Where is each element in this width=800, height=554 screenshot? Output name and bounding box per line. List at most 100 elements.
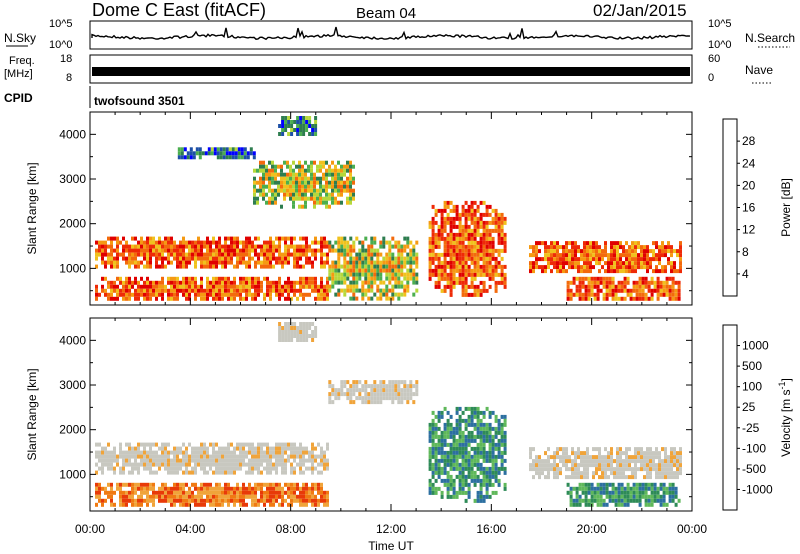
- heatmap-cell: [586, 261, 589, 266]
- heatmap-cell: [538, 257, 541, 262]
- heatmap-cell: [236, 462, 239, 467]
- heatmap-cell: [440, 446, 444, 451]
- heatmap-cell: [284, 482, 287, 487]
- heatmap-cell: [98, 442, 101, 447]
- heatmap-cell: [104, 462, 107, 467]
- heatmap-cell: [331, 196, 334, 201]
- heatmap-cell: [143, 486, 146, 491]
- heatmap-cell: [233, 236, 236, 241]
- heatmap-cell: [314, 120, 318, 124]
- heatmap-cell: [254, 296, 257, 301]
- heatmap-cell: [572, 276, 576, 281]
- heatmap-cell: [494, 260, 498, 265]
- heatmap-cell: [437, 486, 441, 491]
- heatmap-cell: [233, 446, 236, 451]
- heatmap-cell: [346, 200, 349, 205]
- heatmap-cell: [599, 494, 603, 499]
- heatmap-cell: [227, 288, 230, 293]
- heatmap-cell: [640, 249, 643, 254]
- heatmap-cell: [643, 253, 646, 258]
- heatmap-cell: [173, 470, 176, 475]
- heatmap-cell: [257, 236, 260, 241]
- heatmap-cell: [431, 422, 435, 427]
- y-tick-label: 1000: [59, 467, 86, 481]
- heatmap-cell: [553, 471, 556, 476]
- heatmap-cell: [212, 264, 215, 269]
- heatmap-cell: [667, 467, 670, 472]
- heatmap-cell: [556, 261, 559, 266]
- heatmap-cell: [613, 459, 616, 464]
- heatmap-cell: [221, 296, 224, 301]
- heatmap-cell: [458, 482, 462, 487]
- heatmap-cell: [128, 442, 131, 447]
- heatmap-cell: [602, 486, 606, 491]
- heatmap-cell: [289, 172, 292, 177]
- heatmap-cell: [289, 168, 292, 173]
- heatmap-cell: [431, 454, 435, 459]
- heatmap-cell: [278, 244, 281, 249]
- heatmap-cell: [185, 292, 188, 297]
- heatmap-cell: [194, 260, 197, 265]
- heatmap-cell: [278, 256, 281, 261]
- heatmap-cell: [182, 276, 185, 281]
- heatmap-cell: [239, 486, 242, 491]
- heatmap-cell: [379, 400, 383, 405]
- heatmap-cell: [349, 264, 353, 269]
- heatmap-cell: [161, 450, 164, 455]
- heatmap-cell: [164, 236, 167, 241]
- heatmap-cell: [155, 256, 158, 261]
- heatmap-cell: [491, 220, 495, 225]
- heatmap-cell: [370, 384, 374, 389]
- heatmap-cell: [143, 288, 146, 293]
- heatmap-cell: [574, 471, 577, 476]
- heatmap-cell: [625, 241, 628, 246]
- heatmap-cell: [461, 442, 465, 447]
- heatmap-cell: [164, 466, 167, 471]
- heatmap-cell: [391, 292, 395, 297]
- heatmap-cell: [397, 244, 401, 249]
- heatmap-cell: [400, 388, 404, 393]
- heatmap-cell: [170, 458, 173, 463]
- heatmap-cell: [293, 330, 297, 334]
- heatmap-cell: [152, 490, 155, 495]
- heatmap-cell: [443, 208, 447, 213]
- heatmap-cell: [224, 482, 227, 487]
- heatmap-cell: [452, 454, 456, 459]
- heatmap-cell: [601, 467, 604, 472]
- heatmap-cell: [203, 490, 206, 495]
- heatmap-cell: [305, 466, 308, 471]
- heatmap-cell: [191, 284, 194, 289]
- heatmap-cell: [305, 322, 309, 326]
- heatmap-cell: [358, 260, 362, 265]
- heatmap-cell: [122, 252, 125, 257]
- heatmap-cell: [599, 502, 603, 507]
- heatmap-cell: [254, 466, 257, 471]
- heatmap-cell: [302, 116, 306, 120]
- heatmap-cell: [98, 248, 101, 253]
- heatmap-cell: [206, 248, 209, 253]
- heatmap-cell: [479, 462, 483, 467]
- heatmap-cell: [146, 482, 149, 487]
- heatmap-cell: [470, 284, 474, 289]
- heatmap-cell: [317, 498, 320, 503]
- heatmap-cell: [679, 257, 682, 262]
- heatmap-cell: [317, 470, 320, 475]
- heatmap-cell: [304, 192, 307, 197]
- heatmap-cell: [200, 288, 203, 293]
- heatmap-cell: [262, 164, 265, 169]
- heatmap-cell: [610, 467, 613, 472]
- heatmap-cell: [191, 450, 194, 455]
- heatmap-cell: [268, 168, 271, 173]
- heatmap-cell: [203, 264, 206, 269]
- heatmap-cell: [314, 502, 317, 507]
- heatmap-cell: [619, 241, 622, 246]
- heatmap-cell: [331, 188, 334, 193]
- heatmap-cell: [373, 252, 377, 257]
- heatmap-cell: [367, 276, 371, 281]
- heatmap-cell: [254, 462, 257, 467]
- heatmap-cell: [491, 470, 495, 475]
- heatmap-cell: [662, 280, 666, 285]
- heatmap-cell: [266, 482, 269, 487]
- heatmap-cell: [622, 249, 625, 254]
- heatmap-cell: [110, 292, 113, 297]
